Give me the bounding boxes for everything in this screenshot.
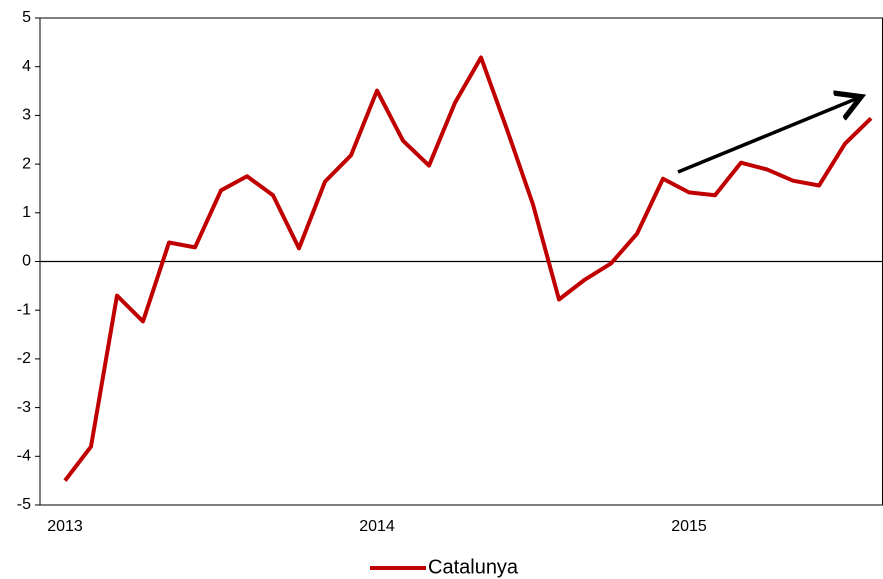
y-tick-label: 4 — [22, 58, 31, 75]
y-tick-label: 5 — [22, 9, 31, 26]
x-tick-label: 2013 — [47, 518, 83, 535]
y-tick-label: 2 — [22, 155, 31, 172]
y-tick-label: -5 — [17, 496, 31, 513]
series-line — [63, 55, 873, 482]
trend-arrow — [677, 98, 858, 174]
y-tick-label: 0 — [22, 253, 31, 270]
y-tick-label: -3 — [17, 399, 31, 416]
y-tick-label: 3 — [22, 107, 31, 124]
y-tick-label: -2 — [17, 350, 31, 367]
y-tick-label: 1 — [22, 204, 31, 221]
x-tick-label: 2014 — [359, 518, 395, 535]
y-tick-label: -1 — [17, 301, 31, 318]
legend-label: Catalunya — [428, 556, 519, 578]
y-tick-label: -4 — [17, 448, 31, 465]
x-tick-label: 2015 — [671, 518, 707, 535]
